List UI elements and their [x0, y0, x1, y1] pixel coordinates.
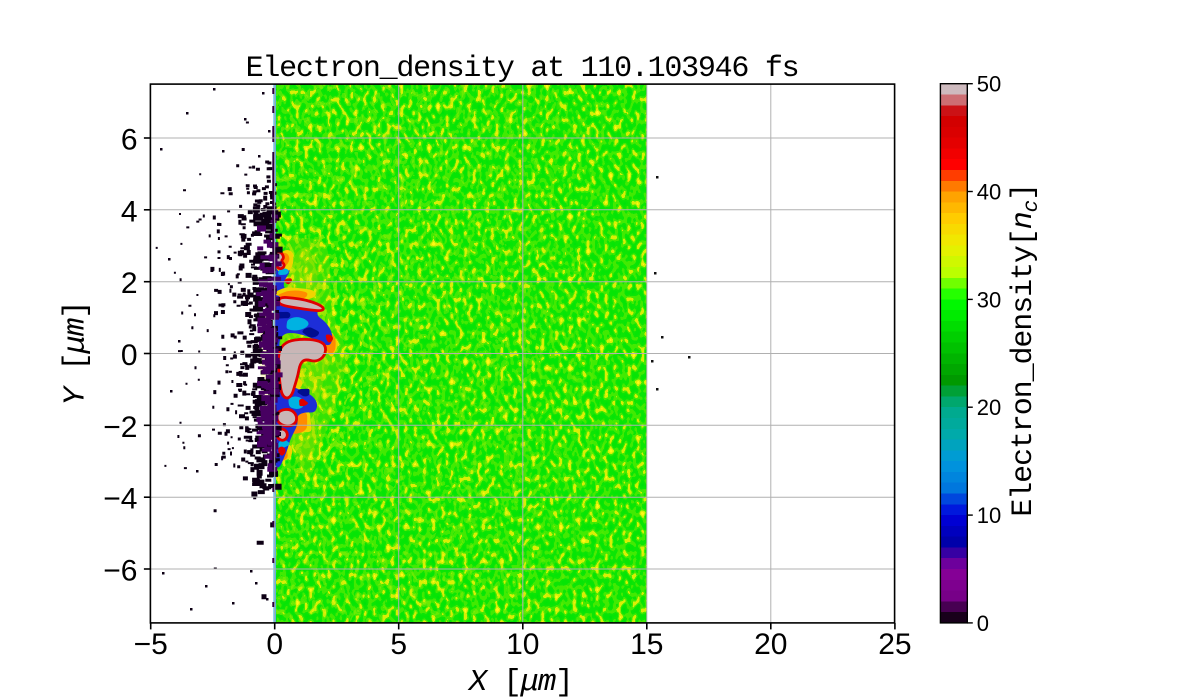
- svg-text:0: 0: [266, 628, 283, 661]
- svg-text:−4: −4: [103, 483, 137, 516]
- svg-text:−2: −2: [103, 411, 137, 444]
- svg-text:−5: −5: [134, 628, 168, 661]
- svg-text:25: 25: [878, 628, 911, 661]
- svg-text:10: 10: [977, 503, 1001, 528]
- svg-text:0: 0: [977, 611, 989, 636]
- svg-text:20: 20: [977, 395, 1001, 420]
- svg-text:Y [μm]: Y [μm]: [59, 302, 94, 406]
- svg-text:Electron_density at 110.103946: Electron_density at 110.103946 fs: [246, 52, 799, 86]
- svg-text:4: 4: [121, 195, 138, 228]
- svg-text:−6: −6: [103, 555, 137, 588]
- svg-text:15: 15: [630, 628, 663, 661]
- svg-text:2: 2: [121, 267, 138, 300]
- svg-text:6: 6: [121, 124, 138, 157]
- svg-text:0: 0: [121, 339, 138, 372]
- svg-text:X [μm]: X [μm]: [467, 665, 573, 700]
- svg-text:30: 30: [977, 287, 1001, 312]
- svg-text:40: 40: [977, 180, 1001, 205]
- svg-text:Electron_density[nc]: Electron_density[nc]: [1007, 184, 1044, 517]
- svg-text:20: 20: [754, 628, 787, 661]
- svg-text:10: 10: [506, 628, 539, 661]
- svg-text:5: 5: [390, 628, 407, 661]
- svg-text:50: 50: [977, 72, 1001, 97]
